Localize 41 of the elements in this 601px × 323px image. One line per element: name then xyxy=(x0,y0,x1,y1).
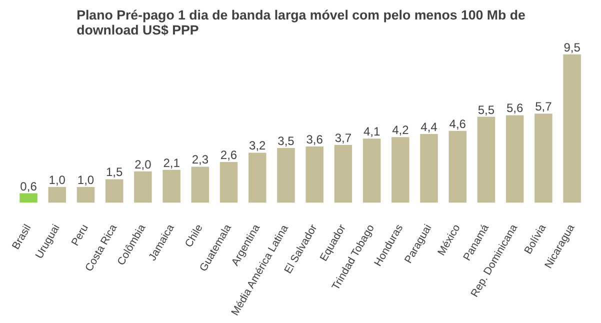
data-label: 2,1 xyxy=(163,156,180,170)
bar xyxy=(420,134,438,203)
bar xyxy=(162,170,180,203)
data-label: 9,5 xyxy=(564,40,581,54)
data-label: 4,6 xyxy=(449,116,466,131)
bar xyxy=(506,115,524,203)
data-label: 0,6 xyxy=(20,179,38,194)
data-label: 1,0 xyxy=(77,173,94,188)
data-label: 5,6 xyxy=(506,101,524,116)
bar xyxy=(76,187,95,203)
bar xyxy=(248,152,266,203)
bar xyxy=(448,130,466,203)
bar xyxy=(48,187,66,203)
bar xyxy=(477,116,496,203)
bar xyxy=(220,162,238,203)
bar xyxy=(362,138,381,203)
data-label: 5,5 xyxy=(478,102,495,117)
data-label: 3,6 xyxy=(306,132,324,146)
bar xyxy=(334,144,352,203)
bar xyxy=(20,193,38,203)
data-label: 4,4 xyxy=(420,120,438,134)
data-label: 4,1 xyxy=(363,124,380,139)
bar xyxy=(306,146,324,203)
bar xyxy=(105,179,124,203)
data-label: 5,7 xyxy=(535,100,552,114)
bar xyxy=(563,54,581,203)
bar xyxy=(534,114,552,203)
data-label: 1,0 xyxy=(48,173,66,188)
data-label: 4,2 xyxy=(392,123,410,138)
chart-title: Plano Pré-pago 1 dia de banda larga móvel com pelo menos 100 Mb de download US$ PPP xyxy=(76,8,526,38)
data-label: 2,0 xyxy=(134,157,152,172)
bar xyxy=(277,148,295,203)
data-label: 3,5 xyxy=(278,134,295,148)
bar xyxy=(191,166,210,203)
data-label: 2,6 xyxy=(220,148,238,162)
data-label: 1,5 xyxy=(106,165,124,180)
bar xyxy=(392,137,410,203)
data-label: 2,3 xyxy=(192,152,209,167)
bar xyxy=(134,171,152,203)
data-label: 3,2 xyxy=(249,138,266,153)
data-label: 3,7 xyxy=(334,130,352,145)
